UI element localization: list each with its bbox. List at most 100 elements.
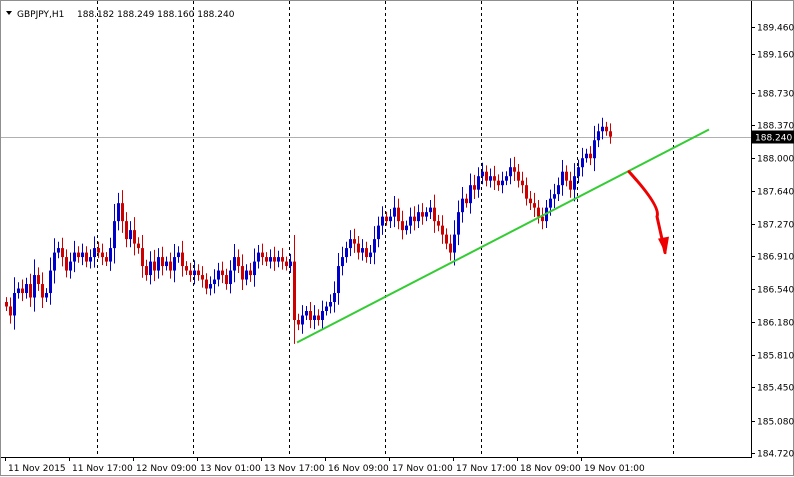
down-arrow-shaft[interactable] (627, 170, 667, 255)
candle (77, 246, 80, 263)
candle (341, 246, 344, 276)
candle (213, 269, 216, 294)
candle (49, 257, 52, 305)
candle (197, 264, 200, 281)
candle (325, 301, 328, 316)
candle (461, 186, 464, 223)
candle (517, 164, 520, 188)
arrow-annotation-group[interactable] (627, 170, 669, 255)
candle (329, 294, 332, 314)
candle (465, 193, 468, 208)
candle (113, 204, 116, 264)
candle (181, 240, 184, 277)
candle (589, 146, 592, 166)
candle (501, 171, 504, 194)
triangle-down-icon[interactable] (6, 11, 12, 15)
candle (401, 210, 404, 240)
time-tick-label: 16 Nov 09:00 (328, 464, 389, 474)
candle (129, 221, 132, 248)
candle (193, 260, 196, 285)
candle (485, 165, 488, 187)
candle (265, 252, 268, 267)
trendline-group[interactable] (296, 128, 710, 344)
candle (489, 168, 492, 188)
candle (537, 200, 540, 224)
time-tick-label: 18 Nov 09:00 (520, 464, 581, 474)
candle (173, 244, 176, 283)
candle (381, 206, 384, 235)
candle (201, 266, 204, 288)
candle (185, 261, 188, 276)
candle (493, 165, 496, 190)
candle (605, 121, 608, 136)
candle (505, 171, 508, 186)
current-price-tag-bg (752, 130, 794, 144)
candle (417, 204, 420, 229)
candle (457, 200, 460, 246)
candle (281, 248, 284, 270)
candle (521, 171, 524, 194)
price-tick-label: 188.000 (757, 155, 794, 165)
candle (289, 253, 292, 273)
candle (29, 273, 32, 307)
ohlc-values: 188.182 188.249 188.160 188.240 (77, 10, 235, 20)
candle (61, 237, 64, 267)
candle (145, 259, 148, 281)
candle (245, 264, 248, 286)
candle (313, 305, 316, 330)
candle (233, 244, 236, 283)
candle (385, 211, 388, 226)
candle (601, 117, 604, 140)
symbol-header: GBPJPY,H1 188.182 188.249 188.160 188.24… (6, 10, 235, 20)
time-tick-label: 11 Nov 2015 (8, 464, 66, 474)
candle (513, 156, 516, 181)
candle (445, 228, 448, 250)
candle (141, 235, 144, 278)
time-tick-label: 19 Nov 01:00 (584, 464, 645, 474)
candle (393, 195, 396, 228)
candle (573, 163, 576, 202)
time-axis: 11 Nov 2015 11 Nov 17:00 12 Nov 09:00 13 No… (1, 457, 752, 474)
candle (69, 252, 72, 279)
price-tick-label: 188.730 (757, 90, 794, 100)
price-tick-label: 187.270 (757, 221, 794, 231)
candle (53, 238, 56, 284)
candle (121, 190, 124, 233)
time-tick-label: 17 Nov 01:00 (392, 464, 453, 474)
candle (321, 300, 324, 330)
candle (565, 165, 568, 187)
candle (561, 160, 564, 196)
candle (89, 249, 92, 269)
candle (241, 254, 244, 291)
candle (165, 256, 168, 271)
candle (285, 256, 288, 271)
candle (553, 183, 556, 208)
candle (373, 226, 376, 265)
candle (41, 272, 44, 309)
trendline[interactable] (296, 128, 710, 344)
candle (345, 241, 348, 263)
candle (125, 212, 128, 248)
candle (85, 246, 88, 268)
candle (297, 313, 300, 331)
candle (609, 123, 612, 144)
candle (557, 177, 560, 202)
candle (525, 177, 528, 206)
candle (137, 237, 140, 254)
candle (109, 237, 112, 271)
candle (205, 273, 208, 295)
candle (229, 260, 232, 294)
candle (217, 262, 220, 287)
candle (597, 123, 600, 148)
down-arrow-head-icon[interactable] (658, 236, 669, 255)
price-tick-label: 185.080 (757, 418, 794, 428)
candle (309, 302, 312, 329)
candle (25, 277, 28, 299)
candle (541, 207, 544, 230)
price-tick-label: 185.450 (757, 384, 794, 394)
candle (153, 249, 156, 282)
price-axis: 189.460 189.160 188.730 188.370 188.000 187.6… (751, 1, 794, 460)
candle (477, 167, 480, 198)
